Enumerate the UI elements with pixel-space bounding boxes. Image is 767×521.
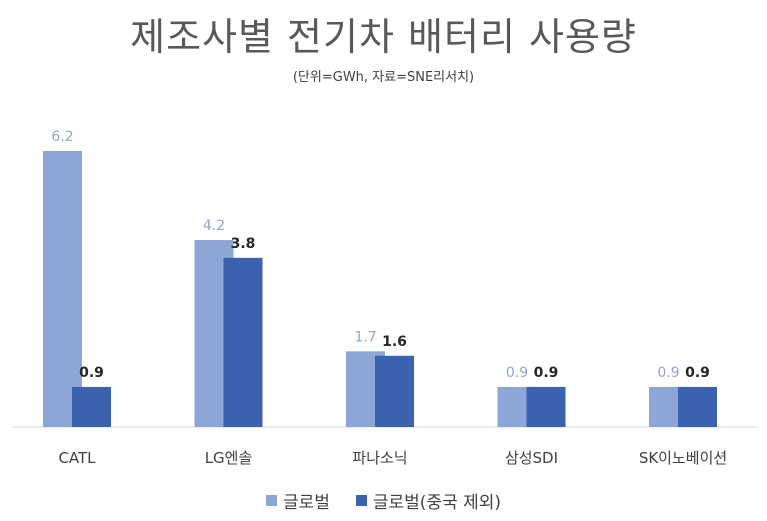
legend-swatch-global-ex-china	[355, 495, 367, 506]
data-label-global-ex-china: 0.9	[79, 365, 104, 381]
bar-global	[43, 151, 82, 427]
data-label-global-ex-china: 0.9	[534, 365, 559, 381]
data-label-global: 0.9	[657, 365, 679, 381]
data-label-global: 0.9	[506, 365, 528, 381]
legend-label-global-ex-china: 글로벌(중국 제외)	[372, 493, 502, 513]
bar-global-ex-china	[375, 355, 414, 427]
legend-swatch-global	[265, 495, 277, 506]
chart-legend: 글로벌 글로벌(중국 제외)	[0, 488, 767, 513]
category-label: 삼성SDI	[505, 449, 558, 467]
chart-title: 제조사별 전기차 배터리 사용량	[130, 15, 637, 59]
data-label-global-ex-china: 0.9	[685, 365, 710, 381]
data-label-global: 1.7	[354, 329, 376, 345]
legend-item-global-ex-china: 글로벌(중국 제외)	[355, 488, 502, 513]
legend-label-global: 글로벌	[282, 493, 330, 513]
bar-global-ex-china	[223, 257, 263, 427]
bar-global-ex-china	[526, 386, 566, 427]
chart-subtitle: (단위=GWh, 자료=SNE리서치)	[292, 70, 475, 85]
category-label: CATL	[58, 449, 96, 467]
data-label-global: 6.2	[51, 129, 73, 145]
data-label-global: 4.2	[203, 218, 225, 234]
bar-global-ex-china	[678, 386, 717, 427]
category-label: SK이노베이션	[639, 449, 727, 467]
bar-global-ex-china	[72, 386, 111, 427]
data-label-global-ex-china: 1.6	[382, 334, 407, 350]
category-label: 파나소닉	[352, 449, 407, 467]
data-label-global-ex-china: 3.8	[231, 236, 256, 252]
category-label: LG엔솔	[205, 449, 253, 467]
legend-item-global: 글로벌	[265, 488, 330, 513]
